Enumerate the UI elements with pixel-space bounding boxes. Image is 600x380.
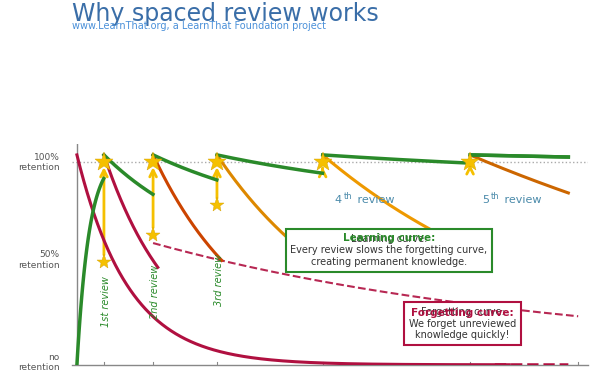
Text: 4: 4 (335, 195, 342, 205)
Text: 1st review: 1st review (101, 276, 111, 327)
Text: Learning curve:: Learning curve: (343, 233, 435, 243)
Text: Learning curve:
Every review slows the forgetting curve,
creating permanent know: Learning curve: Every review slows the f… (290, 234, 488, 267)
Text: review: review (353, 195, 394, 205)
Text: no
retention: no retention (18, 353, 60, 372)
Text: 50%
retention: 50% retention (18, 250, 60, 269)
Text: 5: 5 (482, 195, 490, 205)
Text: Forgetting curve:: Forgetting curve: (412, 309, 514, 318)
Text: review: review (501, 195, 542, 205)
Text: th: th (491, 192, 500, 201)
Text: th: th (344, 192, 352, 201)
Text: 2nd review: 2nd review (150, 264, 160, 318)
Text: 3rd review: 3rd review (214, 254, 224, 306)
Text: Why spaced review works: Why spaced review works (72, 2, 379, 26)
Text: Forgetting curve:
We forget unreviewed
knowledge quickly!: Forgetting curve: We forget unreviewed k… (409, 307, 517, 340)
Text: 100%
retention: 100% retention (18, 152, 60, 172)
Text: www.LearnThat.org, a LearnThat Foundation project: www.LearnThat.org, a LearnThat Foundatio… (72, 21, 326, 31)
